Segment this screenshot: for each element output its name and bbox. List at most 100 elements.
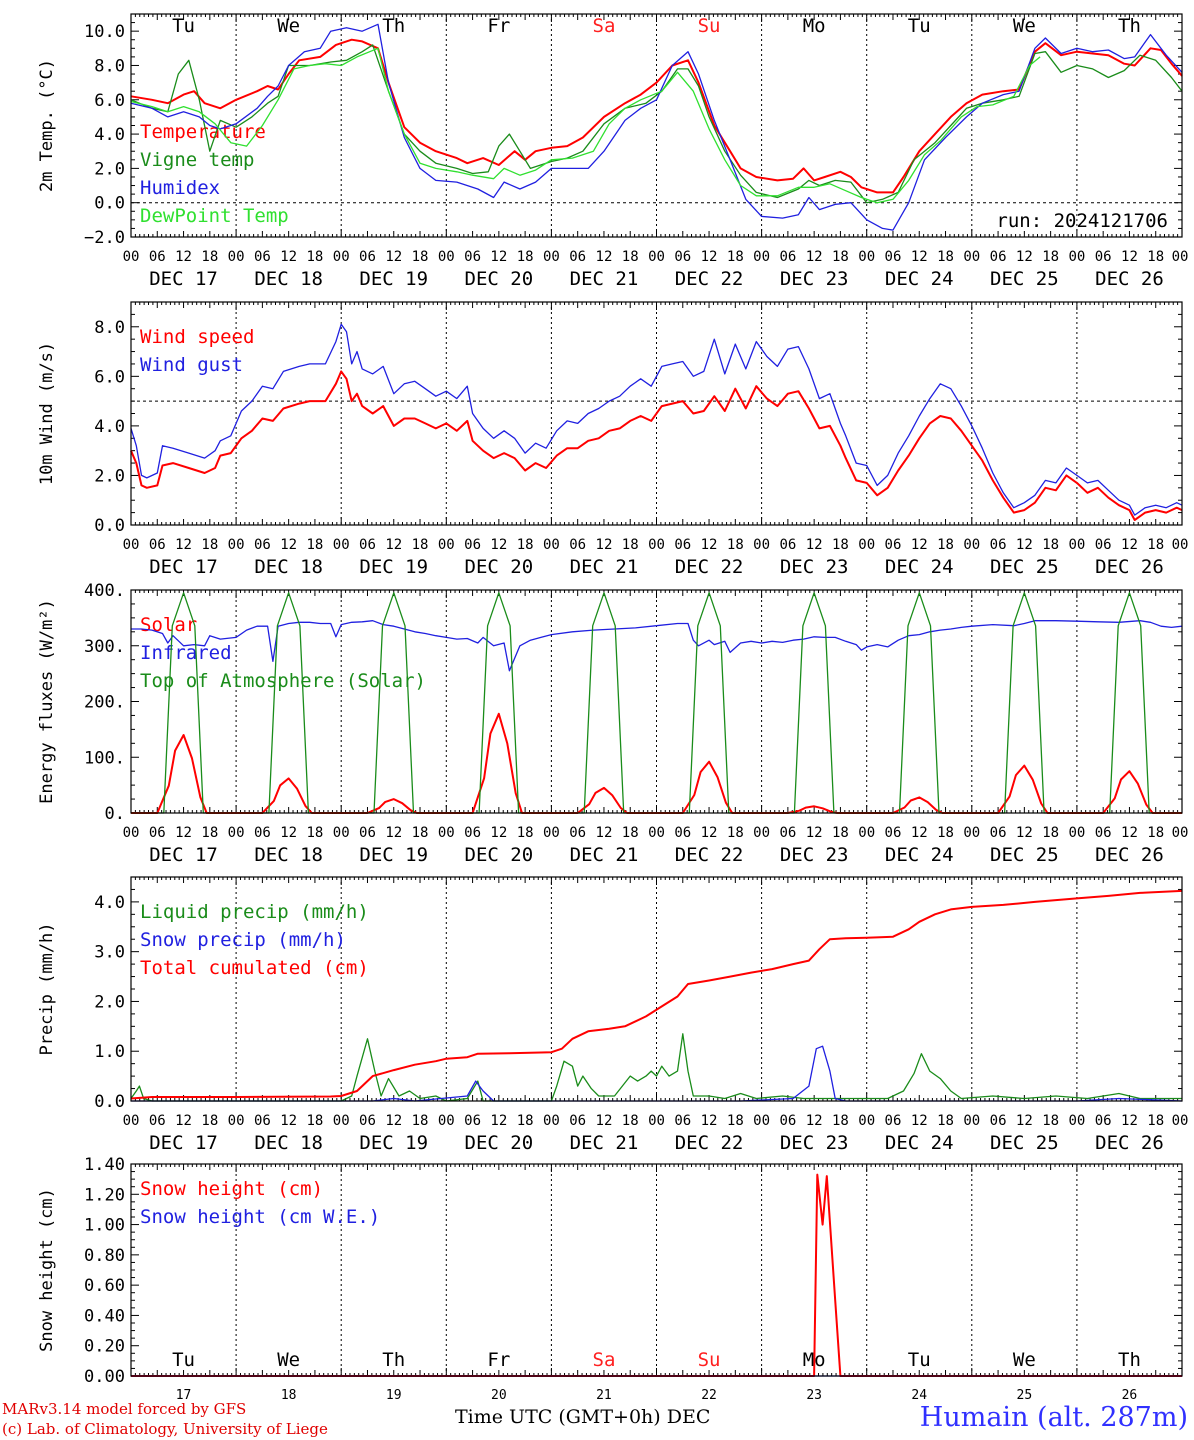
hour-label: 12	[596, 825, 613, 841]
hour-label: 00	[858, 249, 875, 265]
y-tick-label: 1.00	[84, 1216, 125, 1236]
hour-label: 00	[333, 249, 350, 265]
hour-label: 18	[937, 249, 954, 265]
hour-label: 00	[438, 249, 455, 265]
hour-label: 12	[1016, 825, 1033, 841]
hour-label: 06	[254, 537, 271, 553]
weekday-label: Th	[382, 15, 405, 37]
hour-label: 00	[123, 249, 140, 265]
hour-label: 12	[280, 1113, 297, 1129]
hour-label: 18	[201, 1113, 218, 1129]
hour-label: 18	[937, 825, 954, 841]
date-label: DEC 20	[465, 844, 534, 866]
y-axis-label: Precip (mm/h)	[37, 922, 57, 1055]
y-tick-label: 10.0	[84, 22, 125, 42]
date-label: DEC 23	[780, 844, 849, 866]
hour-label: 00	[543, 1113, 560, 1129]
hour-label: 06	[464, 1113, 481, 1129]
legend-entry: Infrared	[140, 642, 232, 664]
date-label: DEC 21	[570, 268, 639, 290]
hour-label: 12	[806, 1113, 823, 1129]
hour-label: 18	[622, 537, 639, 553]
hour-label: 12	[596, 1113, 613, 1129]
hour-label: 06	[569, 249, 586, 265]
hour-label: 06	[359, 249, 376, 265]
hour-label: 06	[149, 1113, 166, 1129]
hour-label: 12	[806, 537, 823, 553]
y-tick-label: 0.20	[84, 1337, 125, 1357]
hour-label: 00	[753, 825, 770, 841]
legend-entry: Solar	[140, 614, 197, 636]
panel-precip: 0.0 1.0 2.0 3.0 4.0 Precip (mm/h) Liquid preci…	[37, 876, 1189, 1154]
weekday-label: We	[1013, 15, 1036, 37]
hour-label: 00	[963, 825, 980, 841]
weekday-label: Th	[1118, 1349, 1141, 1371]
hour-label: 00	[543, 249, 560, 265]
hour-label: 00	[1068, 1113, 1085, 1129]
y-tick-label: 4.0	[94, 417, 125, 437]
hour-label: 06	[674, 537, 691, 553]
credit-model: MARv3.14 model forced by GFS	[2, 1400, 247, 1418]
hour-label: 00	[963, 249, 980, 265]
hour-label: 00	[123, 825, 140, 841]
x-axis-title: Time UTC (GMT+0h) DEC	[455, 1406, 711, 1428]
plot-frame	[130, 301, 1183, 526]
day-number-label: 24	[911, 1388, 927, 1403]
hour-label: 00	[1172, 1113, 1189, 1129]
date-label: DEC 21	[570, 1132, 639, 1154]
hour-label: 12	[1016, 249, 1033, 265]
hour-label: 00	[963, 1113, 980, 1129]
hour-label: 00	[753, 249, 770, 265]
date-label: DEC 20	[465, 556, 534, 578]
hour-label: 18	[517, 249, 534, 265]
hour-label: 00	[333, 537, 350, 553]
hour-label: 12	[280, 537, 297, 553]
series-line-snow-height-cm-	[131, 1173, 1182, 1377]
hour-label: 12	[490, 825, 507, 841]
day-number-label: 19	[386, 1388, 402, 1403]
weekday-label: We	[277, 1349, 300, 1371]
hour-label: 00	[1068, 537, 1085, 553]
y-tick-label: 6.0	[94, 91, 125, 111]
hour-label: 00	[648, 537, 665, 553]
panel-energy: 0. 100. 200. 300. 400. Energy fluxes (W/m²) So…	[37, 581, 1188, 866]
weekday-label: Tu	[908, 1349, 931, 1371]
y-tick-label: 0.00	[84, 1367, 125, 1387]
hour-label: 18	[1147, 537, 1164, 553]
hour-label: 06	[1095, 249, 1112, 265]
hour-label: 12	[385, 825, 402, 841]
date-label: DEC 19	[359, 268, 428, 290]
hour-label: 06	[569, 825, 586, 841]
date-label: DEC 25	[990, 556, 1059, 578]
date-label: DEC 26	[1095, 844, 1164, 866]
weekday-label: Sa	[593, 1349, 616, 1371]
hour-label: 18	[201, 537, 218, 553]
series-line-wind-speed	[130, 370, 1183, 521]
hour-label: 18	[306, 825, 323, 841]
hour-label: 12	[701, 825, 718, 841]
hour-label: 12	[1121, 537, 1138, 553]
hour-label: 12	[385, 1113, 402, 1129]
y-tick-label: 200.	[84, 693, 125, 713]
weekday-label: Th	[1118, 15, 1141, 37]
date-label: DEC 17	[149, 556, 218, 578]
hour-label: 06	[254, 1113, 271, 1129]
day-number-label: 25	[1017, 1388, 1033, 1403]
series-line-wind-gust	[130, 323, 1183, 516]
weekday-label: Th	[382, 1349, 405, 1371]
hour-label: 06	[1095, 537, 1112, 553]
hour-label: 12	[701, 249, 718, 265]
weekday-label: Tu	[172, 15, 195, 37]
hour-label: 06	[149, 825, 166, 841]
hour-label: 18	[832, 537, 849, 553]
date-label: DEC 25	[990, 268, 1059, 290]
hour-label: 00	[228, 537, 245, 553]
hour-label: 00	[753, 537, 770, 553]
date-label: DEC 22	[675, 1132, 744, 1154]
hour-label: 12	[1121, 825, 1138, 841]
hour-label: 18	[1147, 1113, 1164, 1129]
hour-label: 12	[911, 537, 928, 553]
day-number-label: 18	[281, 1388, 297, 1403]
series-line-humidex	[130, 23, 1183, 231]
